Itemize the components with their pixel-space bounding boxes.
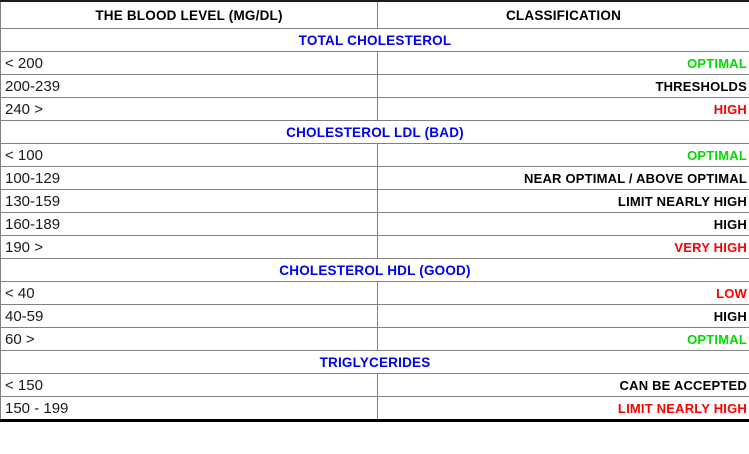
classification-value: VERY HIGH — [377, 235, 749, 259]
section-header-row: CHOLESTEROL LDL (BAD) — [0, 120, 749, 144]
table-row: < 200 OPTIMAL — [0, 51, 749, 75]
blood-level-value: < 200 — [0, 51, 378, 75]
blood-level-value: 190 > — [0, 235, 378, 259]
section-header-row: TRIGLYCERIDES — [0, 350, 749, 374]
classification-value: LOW — [377, 281, 749, 305]
classification-value: NEAR OPTIMAL / ABOVE OPTIMAL — [377, 166, 749, 190]
section-header-row: CHOLESTEROL HDL (GOOD) — [0, 258, 749, 282]
blood-level-value: < 150 — [0, 373, 378, 397]
table-row: 190 > VERY HIGH — [0, 235, 749, 259]
table-row: 160-189 HIGH — [0, 212, 749, 236]
table-row: 200-239 THRESHOLDS — [0, 74, 749, 98]
section-title-triglycerides: TRIGLYCERIDES — [0, 350, 749, 374]
classification-value: HIGH — [377, 304, 749, 328]
section-header-row: TOTAL CHOLESTEROL — [0, 28, 749, 52]
blood-level-value: 160-189 — [0, 212, 378, 236]
blood-level-value: 40-59 — [0, 304, 378, 328]
section-title-total-cholesterol: TOTAL CHOLESTEROL — [0, 28, 749, 52]
table-row: 100-129 NEAR OPTIMAL / ABOVE OPTIMAL — [0, 166, 749, 190]
classification-value: HIGH — [377, 97, 749, 121]
blood-level-value: 100-129 — [0, 166, 378, 190]
blood-level-value: 130-159 — [0, 189, 378, 213]
classification-value: OPTIMAL — [377, 327, 749, 351]
table-row: 130-159 LIMIT NEARLY HIGH — [0, 189, 749, 213]
classification-value: OPTIMAL — [377, 51, 749, 75]
blood-level-table: THE BLOOD LEVEL (MG/DL) CLASSIFICATION T… — [0, 0, 749, 422]
blood-level-value: < 100 — [0, 143, 378, 167]
table-row: 240 > HIGH — [0, 97, 749, 121]
table-row: < 100 OPTIMAL — [0, 143, 749, 167]
table-row: 150 - 199 LIMIT NEARLY HIGH — [0, 396, 749, 421]
column-header-classification: CLASSIFICATION — [377, 0, 749, 29]
table-row: 40-59 HIGH — [0, 304, 749, 328]
blood-level-value: < 40 — [0, 281, 378, 305]
table-row: < 150 CAN BE ACCEPTED — [0, 373, 749, 397]
classification-value: THRESHOLDS — [377, 74, 749, 98]
classification-value: CAN BE ACCEPTED — [377, 373, 749, 397]
classification-value: LIMIT NEARLY HIGH — [377, 396, 749, 421]
classification-value: OPTIMAL — [377, 143, 749, 167]
blood-level-value: 60 > — [0, 327, 378, 351]
column-header-blood-level: THE BLOOD LEVEL (MG/DL) — [0, 0, 378, 29]
table-row: 60 > OPTIMAL — [0, 327, 749, 351]
blood-level-value: 240 > — [0, 97, 378, 121]
section-title-cholesterol-hdl: CHOLESTEROL HDL (GOOD) — [0, 258, 749, 282]
column-header-row: THE BLOOD LEVEL (MG/DL) CLASSIFICATION — [0, 0, 749, 29]
blood-level-value: 200-239 — [0, 74, 378, 98]
section-title-cholesterol-ldl: CHOLESTEROL LDL (BAD) — [0, 120, 749, 144]
classification-value: LIMIT NEARLY HIGH — [377, 189, 749, 213]
blood-level-value: 150 - 199 — [0, 396, 378, 421]
table-row: < 40 LOW — [0, 281, 749, 305]
classification-value: HIGH — [377, 212, 749, 236]
